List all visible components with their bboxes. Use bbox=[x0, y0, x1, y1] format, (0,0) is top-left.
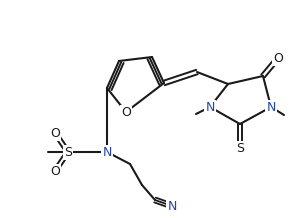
Text: S: S bbox=[64, 145, 72, 158]
Text: N: N bbox=[102, 145, 112, 158]
Text: O: O bbox=[121, 106, 131, 119]
Text: O: O bbox=[50, 165, 60, 177]
Text: N: N bbox=[266, 100, 276, 114]
Text: N: N bbox=[205, 100, 215, 114]
Text: O: O bbox=[50, 126, 60, 140]
Text: O: O bbox=[273, 51, 283, 65]
Text: N: N bbox=[167, 199, 177, 213]
Text: S: S bbox=[236, 141, 244, 155]
